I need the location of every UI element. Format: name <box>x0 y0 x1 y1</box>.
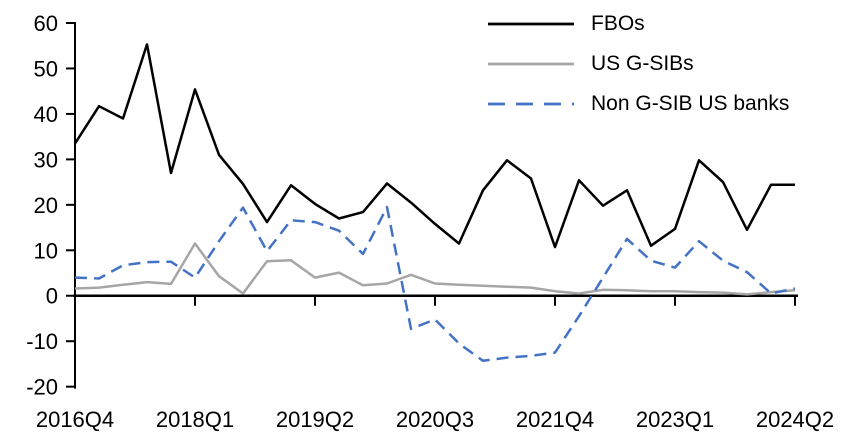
y-tick-label: 10 <box>34 238 58 263</box>
legend-line-fbos-icon <box>488 22 574 26</box>
x-tick-label: 2024Q2 <box>756 407 834 432</box>
series-line-fbos <box>73 43 795 249</box>
legend-item-us-gsibs: US G-SIBs <box>487 44 789 84</box>
y-tick-label: 30 <box>34 147 58 172</box>
x-tick-label: 2021Q4 <box>516 407 594 432</box>
legend-line-us-gsibs-icon <box>488 62 574 66</box>
y-tick-label: 20 <box>34 193 58 218</box>
legend-label-fbos: FBOs <box>591 12 645 35</box>
legend-label-us-gsibs: US G-SIBs <box>591 52 694 75</box>
x-tick-label: 2020Q3 <box>396 407 474 432</box>
x-tick-label: 2018Q1 <box>156 407 234 432</box>
legend-line-non-gsib-icon <box>488 102 574 106</box>
x-tick-label: 2023Q1 <box>636 407 714 432</box>
y-tick-label: -10 <box>26 329 58 354</box>
y-tick-label: 50 <box>34 56 58 81</box>
y-tick-label: 60 <box>34 11 58 36</box>
legend: FBOs US G-SIBs Non G-SIB US banks <box>487 4 789 124</box>
series-line-us-g-sibs <box>74 242 796 296</box>
x-tick-label: 2019Q2 <box>276 407 354 432</box>
legend-item-fbos: FBOs <box>487 4 789 44</box>
series-line-non-g-sib-us-banks <box>74 205 796 363</box>
y-tick-label: 40 <box>34 102 58 127</box>
y-tick-label: 0 <box>46 284 58 309</box>
x-tick-label: 2016Q4 <box>36 407 114 432</box>
legend-item-non-gsib: Non G-SIB US banks <box>487 84 789 124</box>
legend-label-non-gsib: Non G-SIB US banks <box>591 92 790 115</box>
y-tick-label: -20 <box>26 375 58 400</box>
